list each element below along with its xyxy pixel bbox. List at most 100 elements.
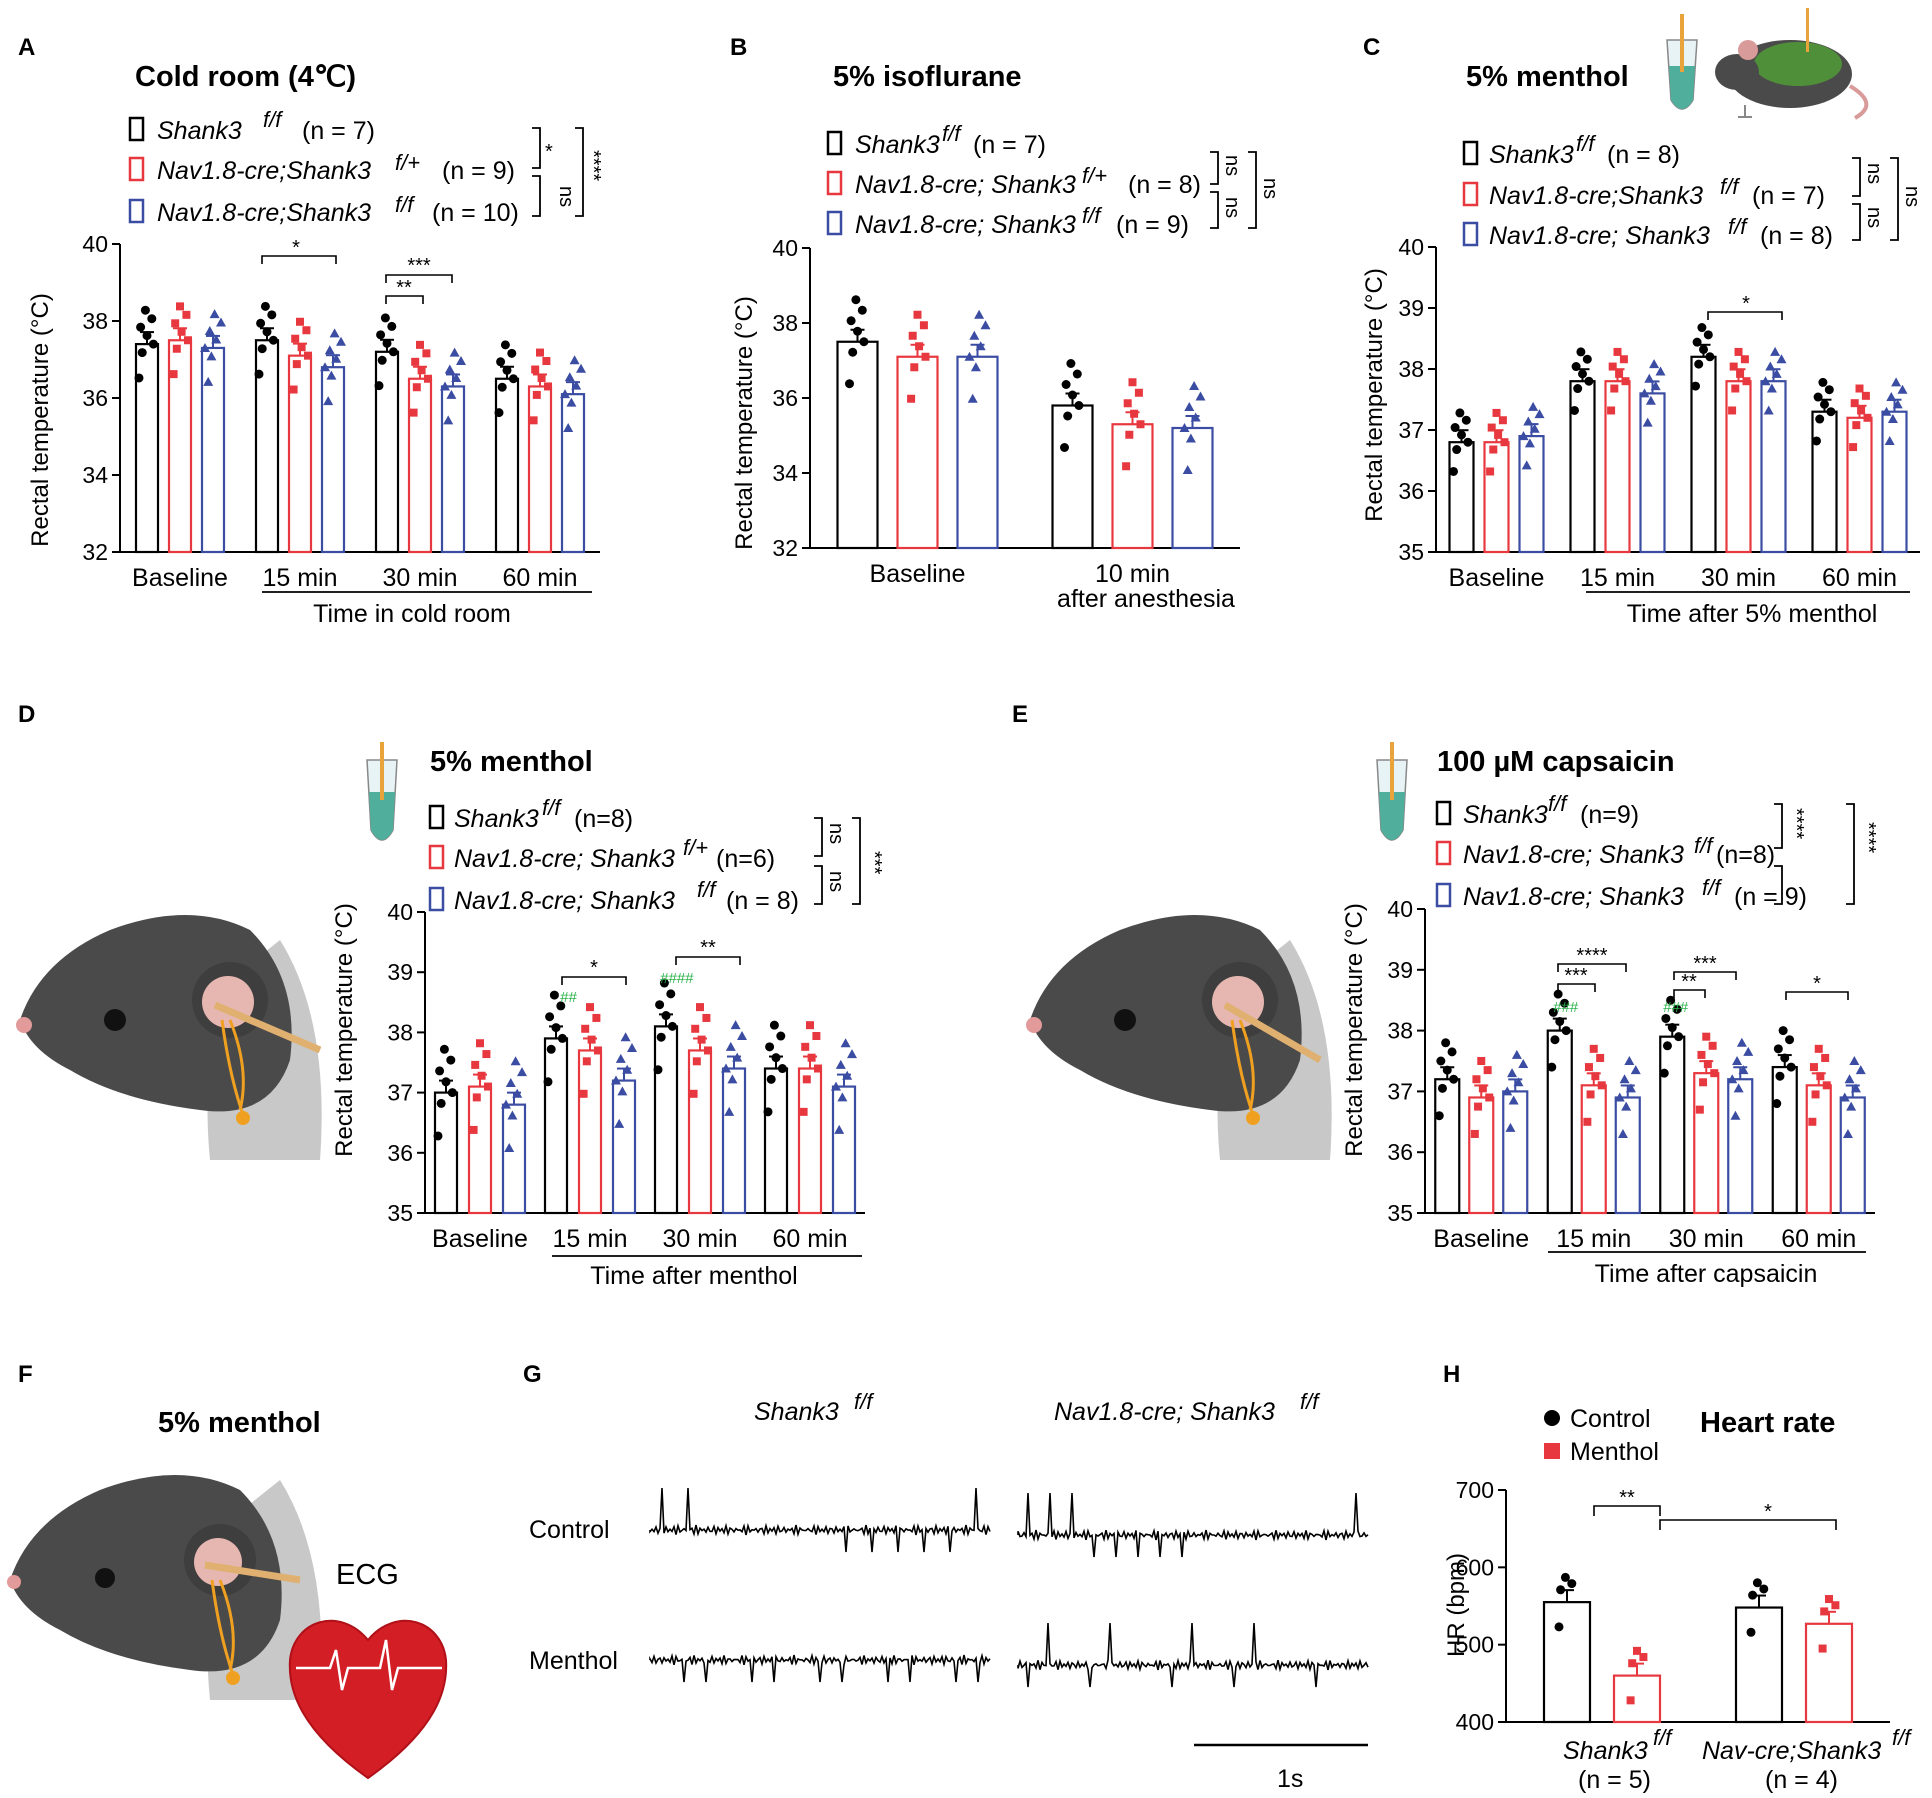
data-point [579, 1089, 588, 1098]
data-point [1702, 1032, 1711, 1041]
data-point [549, 990, 559, 1000]
data-point [1561, 1026, 1571, 1036]
legend-swatch-black [428, 804, 445, 830]
data-point [409, 408, 418, 417]
legend-sig-brackets [1210, 151, 1257, 229]
x-tick-label: Baseline [1449, 564, 1545, 592]
data-point [1815, 414, 1825, 424]
bar [577, 1049, 603, 1215]
data-point [387, 321, 397, 331]
panel-h-label: H [1443, 1361, 1460, 1388]
data-point [1732, 1056, 1743, 1065]
panel-f: F 5% menthol ECG [7, 1361, 448, 1780]
y-tick-label: 36 [1398, 478, 1424, 504]
data-point [1740, 355, 1749, 364]
sig-bracket [561, 976, 627, 985]
bar [407, 377, 433, 554]
group-n: (n = 4) [1765, 1766, 1838, 1793]
x-tick-label: 15 min [262, 564, 337, 592]
data-point [324, 345, 335, 355]
legend-marker-control [1544, 1410, 1560, 1426]
legend-sig-brackets [532, 127, 584, 217]
data-point [507, 348, 517, 358]
bar [797, 1067, 823, 1215]
data-point [517, 1067, 527, 1077]
data-point [557, 1033, 567, 1043]
bar [831, 1085, 857, 1215]
bar [1448, 441, 1475, 554]
sig-label: ** [396, 277, 412, 299]
data-point [1617, 1128, 1628, 1138]
sig-bracket [1707, 311, 1783, 320]
legend-sig: ns [1863, 163, 1885, 184]
data-point [331, 353, 342, 363]
data-point [845, 379, 854, 389]
data-point [1695, 1105, 1704, 1114]
data-point [137, 348, 147, 358]
data-point [484, 1082, 492, 1091]
data-point [1470, 1129, 1479, 1138]
data-point [456, 356, 466, 366]
data-point [320, 362, 330, 372]
data-point [1736, 369, 1745, 378]
data-point [1584, 1063, 1593, 1072]
data-point [536, 348, 544, 357]
legend-swatch-black [1435, 800, 1452, 826]
data-point [766, 1074, 776, 1084]
data-point [1185, 433, 1196, 443]
data-point [1891, 377, 1902, 387]
data-point [1666, 995, 1676, 1005]
data-point [737, 1031, 747, 1041]
legend-n: (n = 8) [726, 887, 799, 915]
data-point [692, 1057, 701, 1066]
data-point [1195, 391, 1206, 401]
data-point [615, 1053, 626, 1063]
legend-swatch-blue [1462, 221, 1479, 247]
sig-bracket [385, 295, 424, 304]
data-point [704, 1046, 712, 1055]
bar [721, 1067, 747, 1215]
legend-label: Control [1570, 1405, 1651, 1433]
ecg-row-label: Menthol [529, 1647, 618, 1675]
data-point [1886, 392, 1897, 402]
data-point [510, 1056, 521, 1066]
y-tick-label: 600 [1456, 1554, 1494, 1580]
legend-sig-brackets [1774, 803, 1855, 905]
data-point [1884, 435, 1895, 445]
sig-label: * [1764, 1501, 1772, 1523]
legend-gene: Nav1.8-cre; Shank3 [454, 887, 675, 915]
legend-swatch-blue [428, 886, 445, 912]
data-point [544, 382, 552, 391]
sig-bracket [1785, 991, 1849, 1000]
y-tick-label: 39 [387, 959, 413, 985]
data-point [545, 1012, 555, 1022]
data-point [967, 393, 978, 403]
legend-gene: Shank3 [855, 131, 940, 159]
legend-sig: ns [1259, 178, 1281, 199]
y-tick-label: 37 [387, 1080, 413, 1106]
y-tick-label: 36 [82, 385, 108, 411]
data-point [1672, 1004, 1682, 1014]
y-tick-label: 40 [772, 235, 798, 261]
panel-e-chart: 35 36 37 38 39 40 Baseline 15 min 30 min 60 min [1387, 896, 1875, 1253]
data-point [1850, 1083, 1861, 1093]
data-point [837, 1092, 848, 1102]
data-point [551, 1023, 561, 1033]
legend-sig: * [545, 141, 553, 163]
sig-bracket [1673, 971, 1737, 980]
ecg-traces [649, 1487, 1369, 1688]
data-point [469, 1125, 478, 1134]
data-point [184, 336, 192, 345]
legend-gene: Nav1.8-cre; Shank3 [855, 171, 1076, 199]
data-point [1189, 381, 1200, 390]
data-point [1474, 1102, 1483, 1111]
data-point [1674, 1032, 1684, 1042]
panel-d-chart: 35 36 37 38 39 40 Baseline 15 min 30 min 60 min [387, 899, 865, 1253]
data-point [1639, 388, 1650, 398]
data-point [1705, 352, 1715, 362]
ecg-trace [649, 1487, 991, 1553]
data-point [1770, 346, 1781, 356]
bar [1614, 1096, 1641, 1215]
data-point [846, 316, 856, 326]
